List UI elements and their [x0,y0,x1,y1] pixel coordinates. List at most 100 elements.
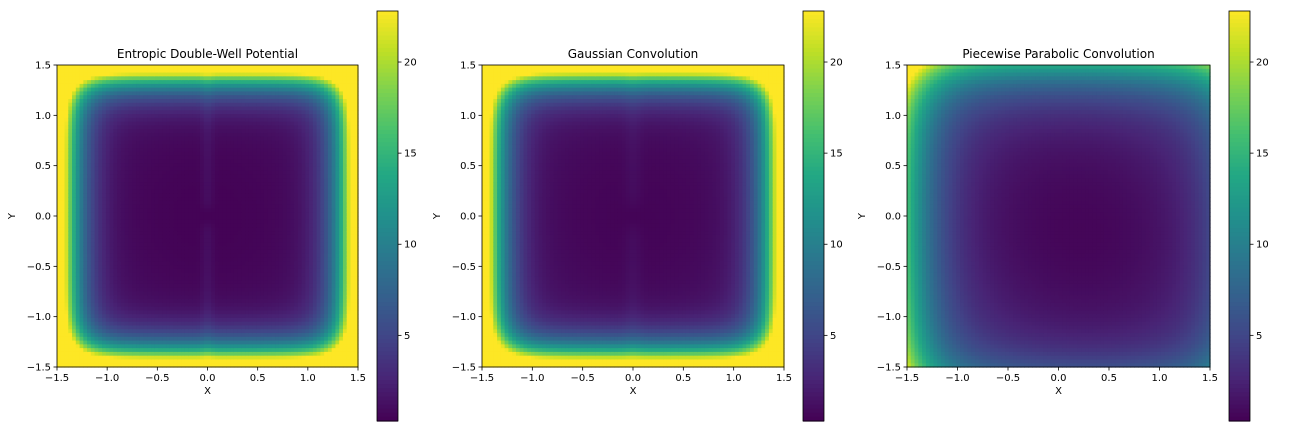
heatmap-cell [218,272,224,278]
heatmap-cell [237,257,242,262]
heatmap-cell [181,121,186,127]
heatmap-cell [102,178,107,183]
heatmap-cell [117,257,122,262]
heatmap-cell [83,291,88,296]
heatmap-cell [90,148,96,153]
heatmap-cell [139,68,145,74]
heatmap-cell [275,159,280,164]
heatmap-cell [147,65,152,70]
heatmap-cell [177,291,182,296]
heatmap-cell [75,121,81,127]
heatmap-cell [143,249,148,255]
heatmap-cell [215,363,220,368]
heatmap-cell [188,287,194,293]
heatmap-cell [154,219,160,225]
heatmap-cell [154,325,160,330]
heatmap-cell [162,238,167,244]
heatmap-cell [117,102,122,108]
heatmap-cell [260,291,265,296]
heatmap-cell [60,98,66,104]
heatmap-cell [139,132,145,138]
heatmap-cell [109,257,115,262]
heatmap-cell [233,136,239,142]
heatmap-cell [211,208,216,213]
heatmap-cell [282,197,288,202]
heatmap-cell [184,204,190,210]
heatmap-cell [64,310,69,315]
heatmap-cell [203,106,209,111]
heatmap-cell [275,68,280,74]
heatmap-cell [162,359,167,364]
heatmap-cell [75,302,81,308]
heatmap-cell [286,295,291,300]
heatmap-cell [290,106,295,111]
heatmap-cell [132,132,137,138]
heatmap-cell [184,272,190,278]
heatmap-cell [192,125,197,130]
heatmap-cell [166,359,171,364]
heatmap-cell [245,140,250,145]
heatmap-cell [117,65,122,70]
heatmap-cell [154,189,160,194]
heatmap-cell [188,223,194,228]
heatmap-cell [139,148,145,153]
heatmap-cell [124,302,130,308]
heatmap-cell [222,261,227,266]
heatmap-cell [169,216,175,221]
heatmap-cell [87,231,92,236]
heatmap-cell [117,246,122,251]
heatmap-cell [282,136,288,142]
heatmap-cell [207,219,212,225]
heatmap-cell [181,185,186,191]
heatmap-cell [124,87,130,93]
heatmap-cell [218,238,224,244]
heatmap-cell [113,333,118,338]
heatmap-cell [109,359,115,364]
heatmap-cell [173,223,178,228]
heatmap-cell [199,174,205,179]
heatmap-cell [222,166,227,172]
heatmap-cell [68,125,73,130]
heatmap-cell [267,185,273,191]
heatmap-cell [158,216,163,221]
heatmap-cell [275,178,280,183]
heatmap-cell [162,242,167,247]
heatmap-cell [207,125,212,130]
heatmap-cell [241,140,246,145]
heatmap-cell [117,321,122,327]
heatmap-cell [64,302,69,308]
heatmap-cell [79,136,84,142]
heatmap-cell [102,182,107,187]
heatmap-cell [79,321,84,327]
heatmap-cell [215,291,220,296]
heatmap-cell [237,287,242,293]
heatmap-cell [139,351,145,357]
heatmap-cell [124,234,130,240]
heatmap-cell [151,155,156,160]
heatmap-cell [237,234,242,240]
heatmap-cell [75,283,81,289]
heatmap-cell [166,295,171,300]
heatmap-cell [256,197,261,202]
heatmap-cell [68,189,73,194]
heatmap-cell [271,140,276,145]
heatmap-cell [132,200,137,206]
heatmap-cell [109,208,115,213]
heatmap-cell [64,363,69,368]
heatmap-cell [68,287,73,293]
heatmap-cell [139,212,145,217]
heatmap-cell [282,223,288,228]
heatmap-cell [267,253,273,259]
heatmap-cell [237,174,242,179]
heatmap-cell [222,333,227,338]
heatmap-cell [207,249,212,255]
heatmap-cell [226,317,231,323]
heatmap-cell [109,204,115,210]
heatmap-cell [184,185,190,191]
heatmap-cell [226,223,231,228]
heatmap-cell [60,182,66,187]
heatmap-cell [57,265,62,270]
heatmap-cell [68,87,73,93]
heatmap-cell [218,227,224,232]
heatmap-cell [241,321,246,327]
